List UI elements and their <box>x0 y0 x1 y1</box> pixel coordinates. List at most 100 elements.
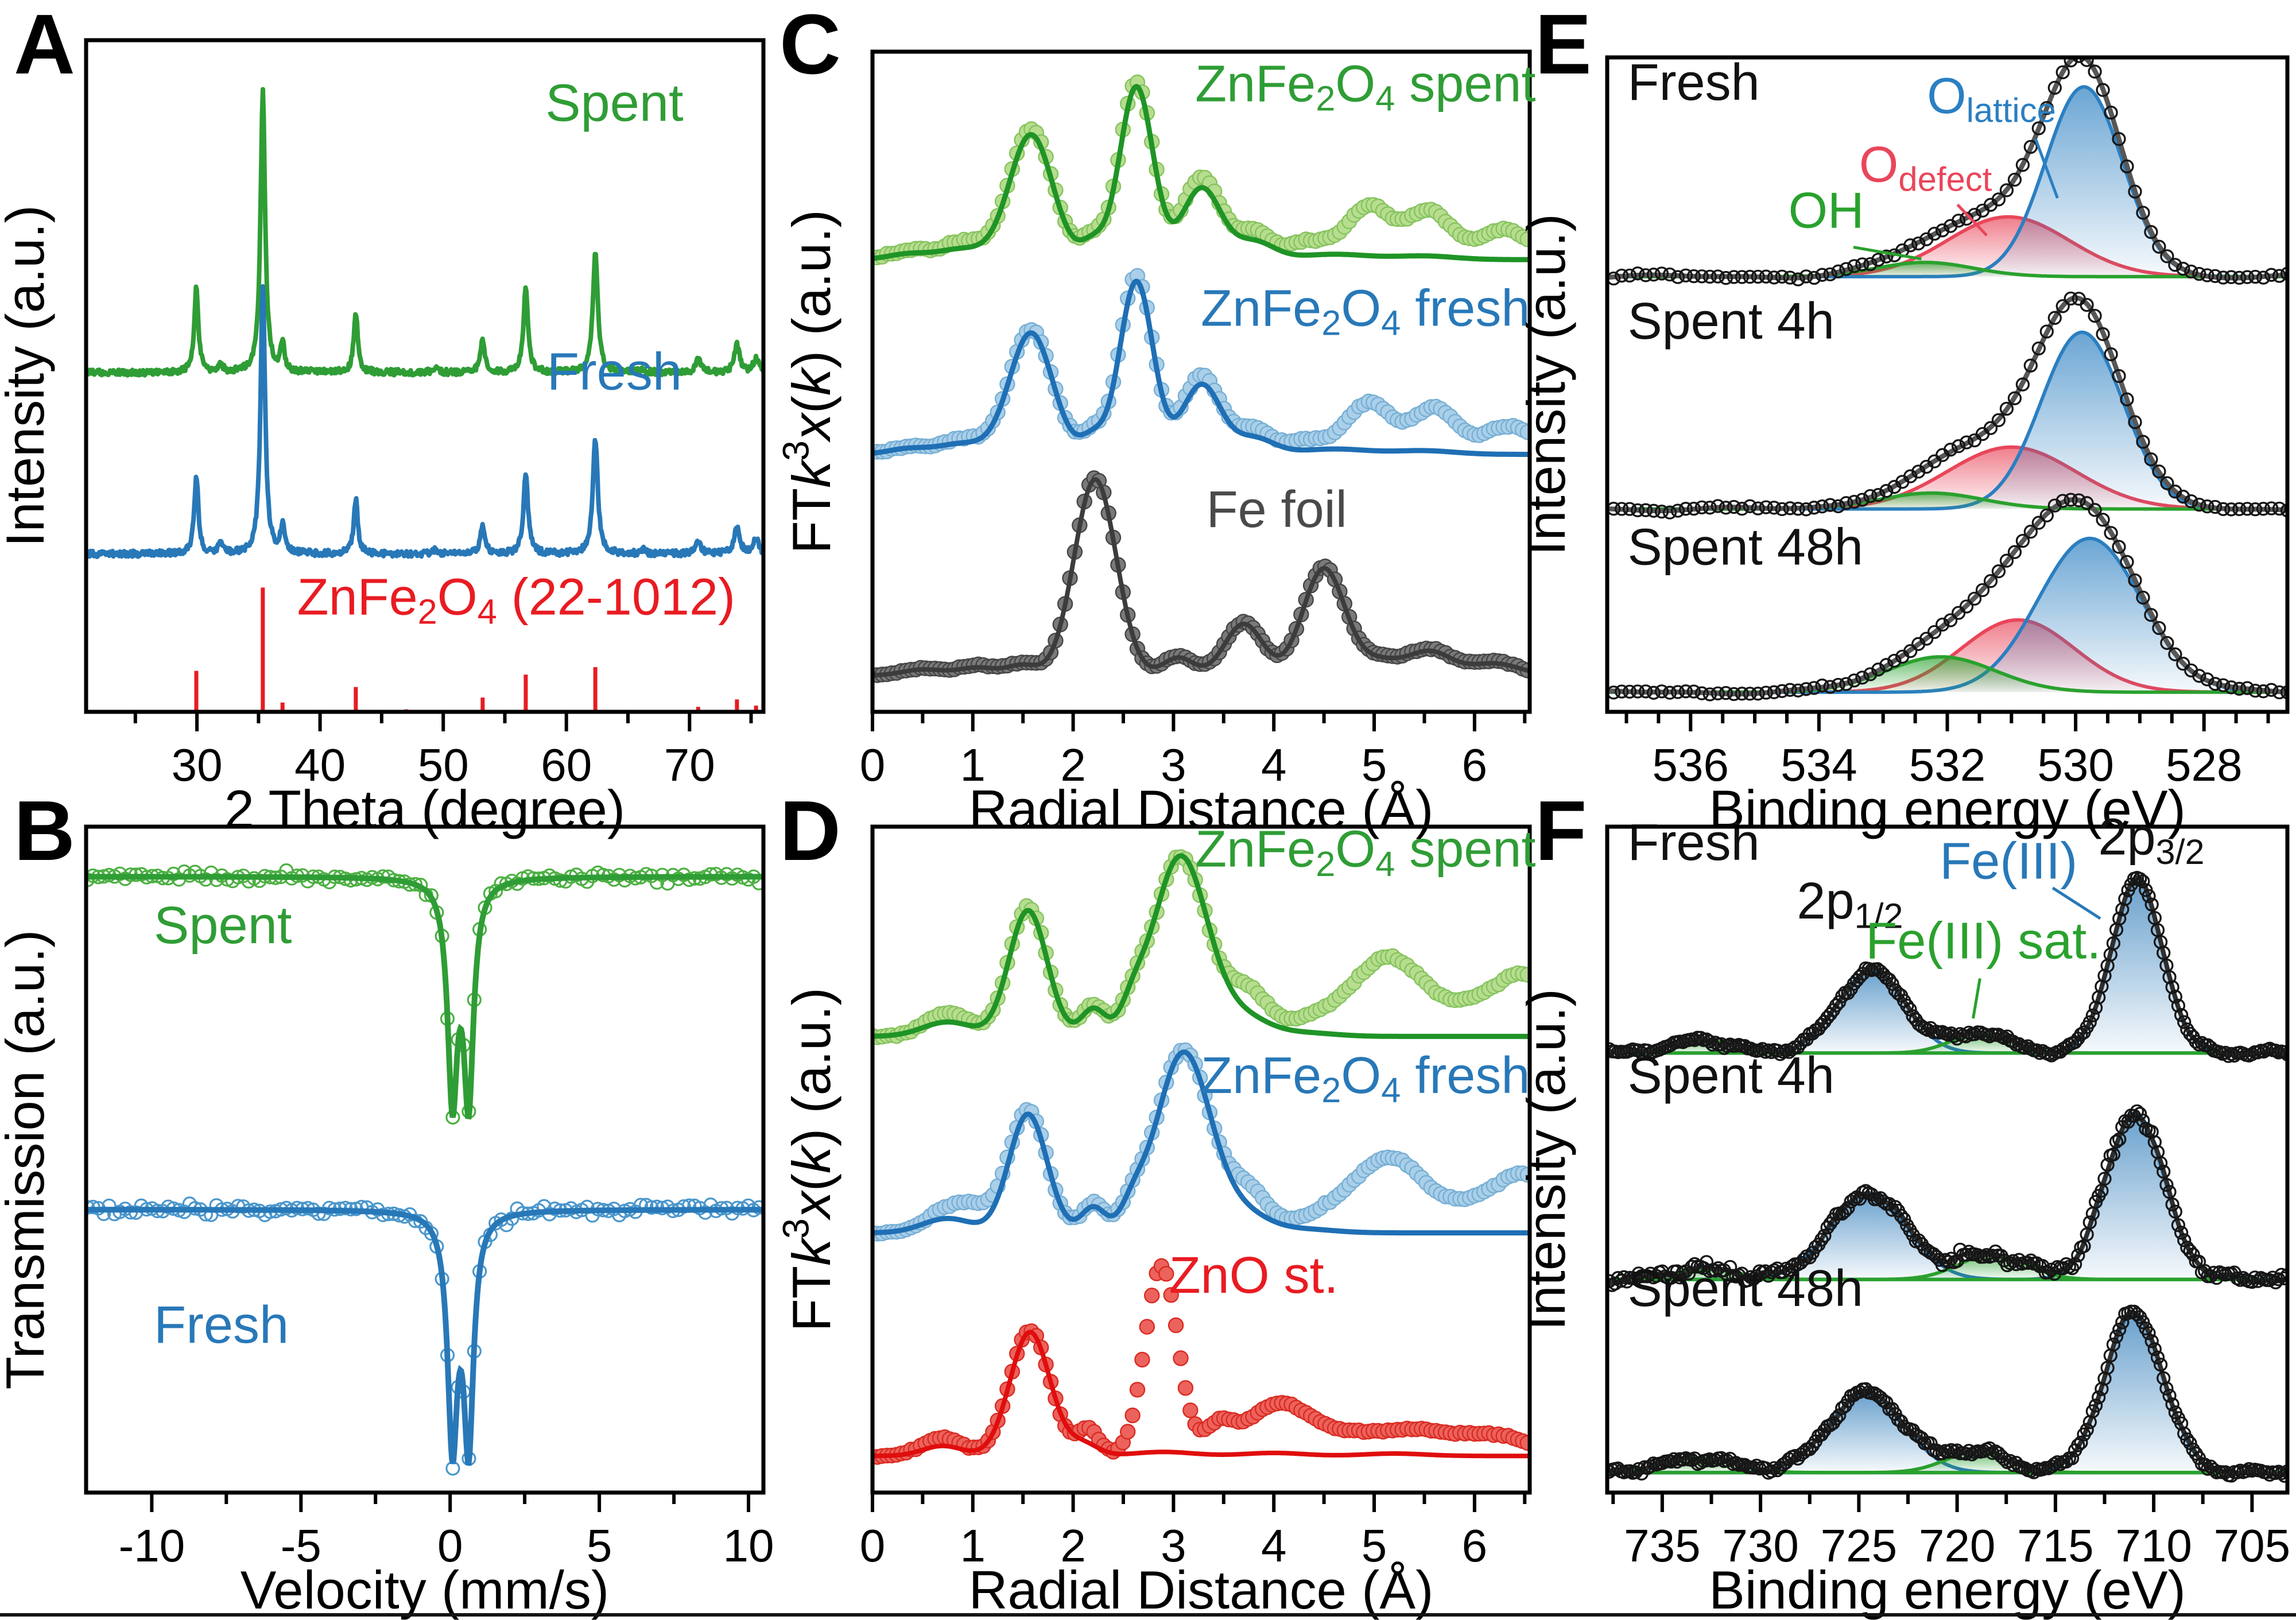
annotation-pointer <box>1972 978 1981 1019</box>
annotation-pointer <box>2034 138 2059 199</box>
tick-label: 4 <box>1261 1520 1287 1571</box>
series-label: Fresh <box>547 342 682 401</box>
component-fill <box>1607 879 2287 1053</box>
exafs-fit-znfe2o4-spent <box>872 84 1530 262</box>
tick-label: 6 <box>1462 1520 1488 1571</box>
tick-label: 40 <box>294 739 346 790</box>
xps-trace-fresh <box>1607 870 2287 1063</box>
annotation: Fe(III) <box>1940 833 2077 890</box>
x-axis-title: Binding energy (eV) <box>1709 1560 2186 1620</box>
tick-label: 50 <box>418 739 469 790</box>
component-line <box>1607 1450 2287 1475</box>
plot-frame <box>1605 55 2290 714</box>
xrd-curve-spent <box>86 87 763 378</box>
component-fill <box>1607 1312 2287 1473</box>
tick-label: 715 <box>2017 1520 2093 1571</box>
annotation: OH <box>1789 181 1864 238</box>
tick-label: 730 <box>1722 1520 1798 1571</box>
x-axis: 0 1 2 3 4 5 6 <box>860 712 1527 790</box>
series-label: ZnFe2O4 fresh <box>1201 280 1530 342</box>
xps-points <box>1607 1104 2287 1292</box>
tick-label: 536 <box>1653 739 1729 790</box>
trace-label: Fresh <box>1628 814 1760 871</box>
tick-label: -5 <box>281 1520 321 1571</box>
tick-label: 0 <box>860 739 886 790</box>
component-fill <box>1607 332 2287 509</box>
tick-label: 528 <box>2166 739 2242 790</box>
xps-trace-spent-4h <box>1607 1104 2287 1292</box>
exafs-points-znfe2o4-spent <box>872 849 1530 1045</box>
tick-label: 532 <box>1909 739 1985 790</box>
panel-c-plot: 0 1 2 3 4 5 6 Radial Distance (Å) FTk3x(k) (a.u.… <box>775 49 1535 839</box>
tick-label: -10 <box>119 1520 185 1571</box>
xps-points <box>1607 291 2287 520</box>
xps-points <box>1607 493 2287 702</box>
tick-label: 0 <box>437 1520 463 1571</box>
xps-points <box>1607 1304 2287 1483</box>
y-axis-title: FTk3x(k) (a.u.) <box>775 210 841 554</box>
plot-frame <box>870 824 1532 1495</box>
bottom-divider <box>0 1613 2296 1617</box>
panel-a-letter: A <box>14 0 75 92</box>
annotation: Odefect <box>1859 136 1992 199</box>
moessbauer-fit-spent <box>86 874 763 1120</box>
annotation: 2p1/2 <box>1797 873 1903 935</box>
xrd-curve-fresh <box>86 284 763 559</box>
exafs-fit-znfe2o4-fresh <box>872 1049 1530 1236</box>
panel-d-letter: D <box>779 784 841 878</box>
annotation-pointer <box>2051 886 2101 920</box>
tick-label: 5 <box>587 1520 612 1571</box>
annotation-pointer <box>1956 203 1988 237</box>
panel-b-letter: B <box>14 784 75 878</box>
tick-label: 735 <box>1624 1520 1700 1571</box>
x-axis: 0 1 2 3 4 5 6 <box>860 1493 1527 1571</box>
tick-label: 5 <box>1362 1520 1387 1571</box>
y-axis-title: Intensity (a.u.) <box>1516 989 1576 1331</box>
tick-label: 0 <box>860 1520 886 1571</box>
exafs-fit-zno-st- <box>872 1330 1530 1459</box>
tick-label: 530 <box>2037 739 2113 790</box>
panel-b-plot: -10 -5 0 5 10 Velocity (mm/s) Transmission (a.… <box>0 824 774 1620</box>
trace-label: Spent 4h <box>1628 293 1835 350</box>
tick-label: 10 <box>723 1520 774 1571</box>
xps-trace-spent-48h <box>1607 1304 2287 1483</box>
panel-b-series <box>86 863 763 1476</box>
plot-frame <box>84 38 766 714</box>
series-label: ZnO st. <box>1169 1247 1339 1304</box>
annotation: Fe(III) sat. <box>1865 913 2101 970</box>
tick-label: 710 <box>2115 1520 2192 1571</box>
component-fill <box>1607 493 2287 509</box>
moessbauer-fit-fresh <box>86 1207 763 1466</box>
series-label: Fe foil <box>1207 481 1347 538</box>
plot-frame <box>84 824 766 1495</box>
plot-frame <box>1605 824 2290 1495</box>
panel-e-series <box>1607 57 2287 702</box>
series-label: ZnFe2O4 fresh <box>1201 1047 1530 1110</box>
panel-d-plot: 0 1 2 3 4 5 6 Radial Distance (Å) FTk3x(k) (a.u.… <box>775 821 1535 1620</box>
panel-e-letter: E <box>1535 0 1592 92</box>
panel-f-series <box>1607 870 2287 1483</box>
tick-label: 6 <box>1462 739 1488 790</box>
series-label: Fresh <box>154 1296 289 1354</box>
panel-c-letter: C <box>779 0 841 92</box>
annotation-pointer <box>1853 246 1922 261</box>
component-fill <box>1607 216 2287 277</box>
trace-label: Spent 48h <box>1628 519 1863 576</box>
xps-points <box>1607 57 2287 286</box>
exafs-fit-znfe2o4-fresh <box>872 278 1530 457</box>
x-axis-title: Radial Distance (Å) <box>969 1560 1434 1620</box>
tick-label: 60 <box>541 739 592 790</box>
tick-label: 70 <box>664 739 715 790</box>
panel-d-series <box>872 849 1530 1465</box>
xps-trace-spent-4h <box>1607 291 2287 520</box>
tick-label: 1 <box>960 739 986 790</box>
x-axis-title: Radial Distance (Å) <box>969 779 1434 839</box>
series-label: Spent <box>154 896 292 955</box>
trace-label: Fresh <box>1628 54 1760 111</box>
tick-label: 3 <box>1161 739 1186 790</box>
x-axis: 30 40 50 60 70 <box>133 712 753 790</box>
annotation: Olattice <box>1927 67 2056 130</box>
tick-label: 2 <box>1060 1520 1086 1571</box>
plot-frame <box>870 49 1532 714</box>
